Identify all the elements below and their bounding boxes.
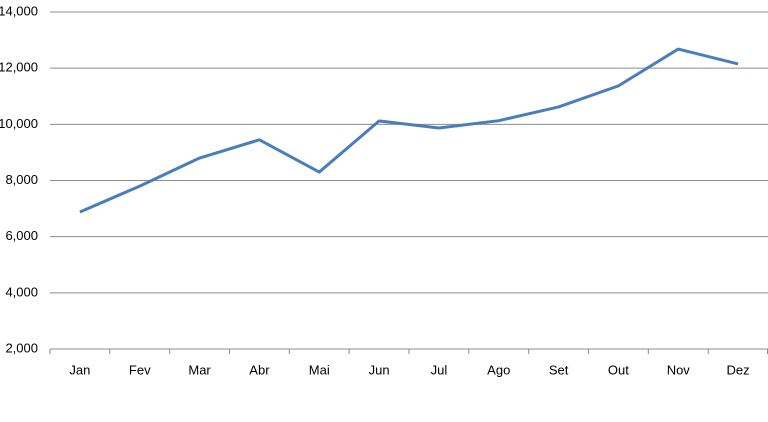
y-tick-label: 2,000 [5,340,38,355]
y-tick-label: 12,000 [0,60,38,75]
y-tick-label: 6,000 [5,228,38,243]
x-tick-label: Mar [188,362,211,377]
y-tick-label: 14,000 [0,3,38,18]
x-tick-label: Out [608,362,629,377]
x-tick-label: Dez [727,362,750,377]
x-tick-label: Ago [487,362,510,377]
y-tick-label: 8,000 [5,172,38,187]
x-tick-label: Nov [667,362,691,377]
x-tick-label: Set [549,362,569,377]
x-tick-label: Jun [369,362,390,377]
x-tick-label: Abr [249,362,270,377]
x-tick-label: Fev [129,362,151,377]
y-tick-label: 4,000 [5,284,38,299]
x-tick-label: Jan [69,362,90,377]
data-line [79,47,739,214]
y-tick-label: 10,000 [0,116,38,131]
x-tick-label: Mai [309,362,330,377]
x-tick-label: Jul [431,362,448,377]
